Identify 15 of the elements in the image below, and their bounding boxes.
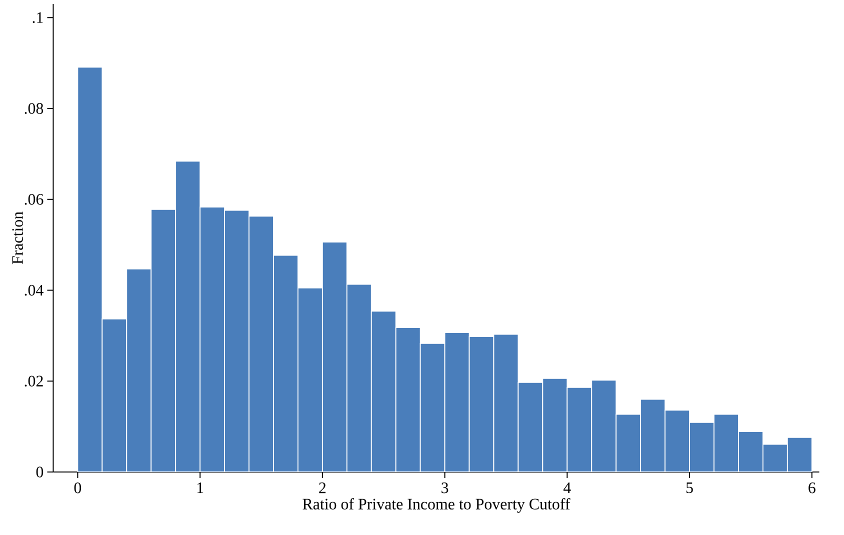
x-axis-title: Ratio of Private Income to Poverty Cutoff: [302, 498, 570, 513]
x-tick-label: 4: [563, 482, 571, 494]
y-tick-label: .04: [24, 284, 44, 296]
y-tick-label: .1: [32, 12, 43, 23]
y-tick-label: .02: [24, 376, 43, 387]
x-tick-label: 6: [808, 482, 816, 494]
y-axis-title: Fraction: [12, 212, 23, 264]
x-tick-label: 0: [74, 482, 82, 494]
y-tick-label: .06: [24, 194, 44, 205]
y-tick-label: 0: [36, 466, 44, 478]
y-tick-label: .08: [24, 103, 44, 114]
x-tick-label: 3: [442, 482, 448, 494]
x-tick-label: 1: [197, 482, 204, 494]
x-tick-label: 2: [319, 482, 326, 494]
x-tick-label: 5: [686, 482, 693, 494]
